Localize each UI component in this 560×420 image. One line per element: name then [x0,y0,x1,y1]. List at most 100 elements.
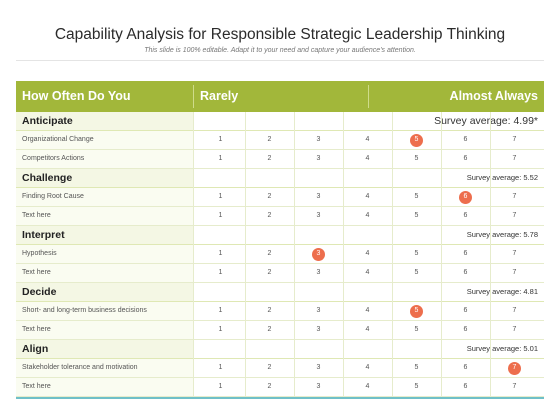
rating-cell[interactable]: 3 [294,302,343,320]
header-divider [368,85,369,108]
section-decide: Decide Survey average: 4.81 [16,283,544,302]
rating-cell[interactable]: 3 [294,378,343,396]
header-how-often: How Often Do You [22,89,131,103]
rating-cell[interactable]: 4 [343,321,392,339]
rating-cell[interactable]: 7 [490,131,539,149]
rating-cell[interactable]: 6 [441,245,490,263]
rating-cell[interactable]: 7 [490,150,539,168]
selected-rating[interactable]: 6 [441,188,490,206]
rating-cell[interactable]: 3 [294,207,343,225]
rating-cell[interactable]: 4 [343,302,392,320]
rating-cell[interactable]: 2 [245,245,294,263]
rating-cell[interactable]: 2 [245,150,294,168]
rating-cell[interactable]: 1 [196,264,245,282]
column-divider [441,112,442,397]
rating-cell[interactable]: 7 [490,188,539,206]
rating-value: 2 [267,307,272,314]
table-header: How Often Do You Rarely Almost Always [16,81,544,112]
rating-cell[interactable]: 1 [196,150,245,168]
rating-cell[interactable]: 4 [343,264,392,282]
rating-cell[interactable]: 1 [196,188,245,206]
table-row: Hypothesis 1 2 3 4 5 6 7 [16,245,544,264]
rating-value: 5 [414,155,419,162]
rating-cell[interactable]: 1 [196,378,245,396]
rating-cell[interactable]: 2 [245,302,294,320]
row-label: Finding Root Cause [16,188,193,206]
rating-cell[interactable]: 2 [245,264,294,282]
rating-cell[interactable]: 6 [441,207,490,225]
rating-cell[interactable]: 1 [196,245,245,263]
selected-rating[interactable]: 7 [490,359,539,377]
rating-cell[interactable]: 7 [490,378,539,396]
title-divider [16,60,544,61]
section-interpret: Interpret Survey average: 5.78 [16,226,544,245]
rating-cell[interactable]: 4 [343,150,392,168]
rating-cell[interactable]: 7 [490,321,539,339]
rating-cell[interactable]: 5 [392,378,441,396]
rating-value: 5 [414,383,419,390]
rating-value: 6 [463,136,468,143]
rating-cell[interactable]: 3 [294,150,343,168]
rating-cell[interactable]: 2 [245,131,294,149]
rating-cell[interactable]: 2 [245,359,294,377]
rating-cell[interactable]: 4 [343,131,392,149]
rating-value: 5 [414,307,419,314]
rating-cell[interactable]: 7 [490,245,539,263]
rating-cell[interactable]: 1 [196,131,245,149]
rating-cell[interactable]: 6 [441,378,490,396]
rating-cell[interactable]: 6 [441,321,490,339]
rating-cell[interactable]: 5 [392,264,441,282]
rating-cell[interactable]: 5 [392,359,441,377]
table-row: Short- and long-term business decisions 1… [16,302,544,321]
rating-value: 1 [218,250,223,257]
page-title: Capability Analysis for Responsible Stra… [54,26,506,43]
rating-cell[interactable]: 6 [441,359,490,377]
rating-cell[interactable]: 3 [294,359,343,377]
rating-cell[interactable]: 4 [343,378,392,396]
rating-value: 2 [267,193,272,200]
rating-cell[interactable]: 3 [294,131,343,149]
rating-cell[interactable]: 2 [245,188,294,206]
rating-value: 2 [267,383,272,390]
rating-cell[interactable]: 5 [392,245,441,263]
rating-value: 2 [267,155,272,162]
rating-cell[interactable]: 4 [343,359,392,377]
rating-cell[interactable]: 6 [441,150,490,168]
rating-cell[interactable]: 5 [392,150,441,168]
rating-cell[interactable]: 4 [343,188,392,206]
rating-value: 1 [218,307,223,314]
rating-value: 6 [463,269,468,276]
rating-cell[interactable]: 5 [392,321,441,339]
rating-value: 5 [414,364,419,371]
rating-cell[interactable]: 3 [294,321,343,339]
rating-cell[interactable]: 1 [196,321,245,339]
rating-cell[interactable]: 5 [392,207,441,225]
rating-cell[interactable]: 7 [490,207,539,225]
rating-cell[interactable]: 6 [441,131,490,149]
rating-cell[interactable]: 5 [392,188,441,206]
rating-cell[interactable]: 6 [441,264,490,282]
rating-value: 1 [218,269,223,276]
selected-rating[interactable]: 5 [392,131,441,149]
rating-cell[interactable]: 7 [490,302,539,320]
rating-cell[interactable]: 1 [196,207,245,225]
section-title: Challenge [16,169,193,187]
rating-value: 7 [512,250,517,257]
rating-cell[interactable]: 2 [245,207,294,225]
rating-cell[interactable]: 4 [343,245,392,263]
rating-cell[interactable]: 2 [245,321,294,339]
section-title: Decide [16,283,193,301]
rating-cell[interactable]: 2 [245,378,294,396]
rating-cell[interactable]: 7 [490,264,539,282]
rating-cell[interactable]: 3 [294,264,343,282]
row-label: Text here [16,321,193,339]
selected-rating[interactable]: 5 [392,302,441,320]
rating-cell[interactable]: 3 [294,188,343,206]
page-subtitle: This slide is 100% editable. Adapt it to… [144,47,416,54]
rating-cell[interactable]: 1 [196,359,245,377]
table-row: Text here 1 2 3 4 5 6 7 [16,264,544,283]
rating-cell[interactable]: 4 [343,207,392,225]
selected-rating[interactable]: 3 [294,245,343,263]
rating-cell[interactable]: 1 [196,302,245,320]
rating-cell[interactable]: 6 [441,302,490,320]
